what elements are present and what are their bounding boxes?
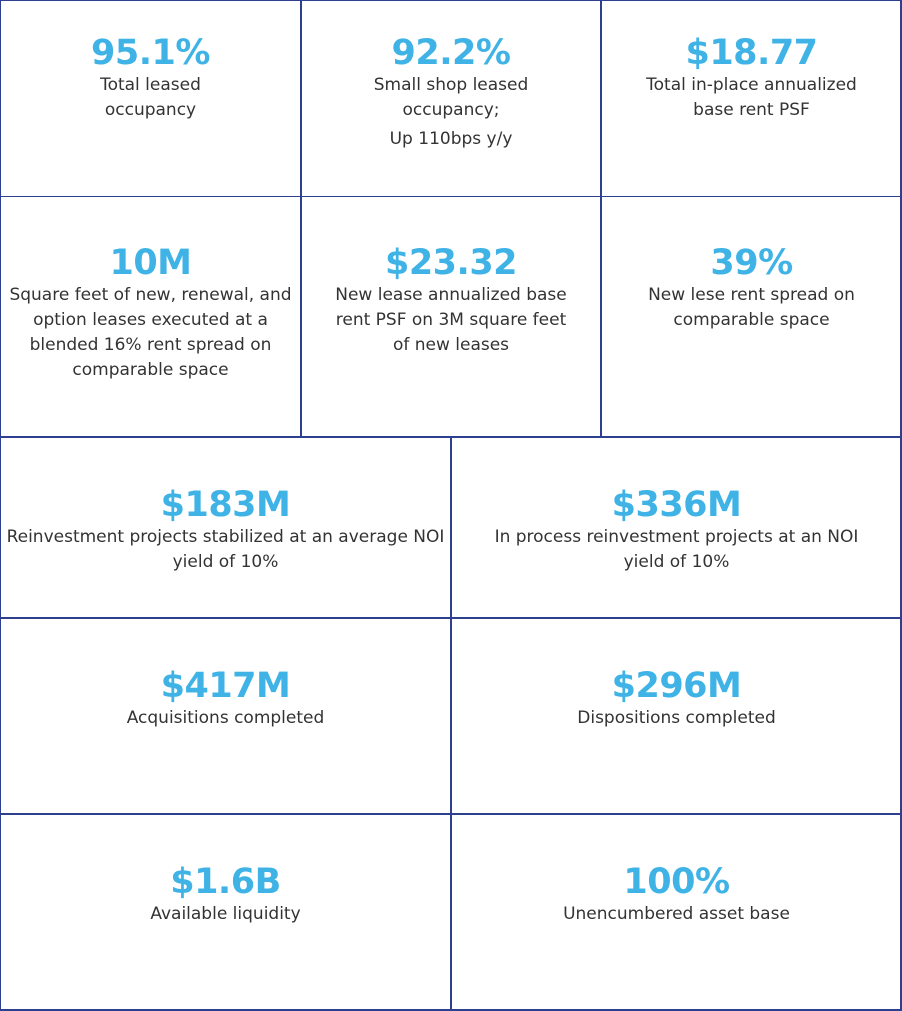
metric-cell-base-rent-psf: $18.77 Total in-place annualized base re… bbox=[601, 0, 902, 196]
metric-value: 39% bbox=[710, 243, 793, 283]
metric-cell-acquisitions: $417M Acquisitions completed bbox=[0, 618, 451, 814]
grid-border-top bbox=[0, 0, 902, 1]
metric-cell-reinvestment-in-process: $336M In process reinvestment projects a… bbox=[451, 437, 902, 618]
metric-value: $417M bbox=[160, 666, 291, 706]
grid-divider-row1 bbox=[0, 196, 902, 197]
metric-label: New lease annualized base rent PSF on 3M… bbox=[335, 285, 567, 355]
metric-label: Dispositions completed bbox=[577, 708, 776, 728]
metric-label: Available liquidity bbox=[150, 904, 301, 924]
metric-value: $336M bbox=[611, 485, 742, 525]
metric-cell-total-leased-occupancy: 95.1% Total leased occupancy bbox=[0, 0, 301, 196]
metric-cell-new-lease-rent-psf: $23.32 New lease annualized base rent PS… bbox=[301, 196, 601, 437]
metric-cell-unencumbered: 100% Unencumbered asset base bbox=[451, 814, 902, 1011]
metric-value: $18.77 bbox=[685, 33, 818, 73]
metric-label: Acquisitions completed bbox=[126, 708, 325, 728]
metric-value: $23.32 bbox=[384, 243, 518, 283]
metric-cell-liquidity: $1.6B Available liquidity bbox=[0, 814, 451, 1011]
metric-value: $183M bbox=[160, 485, 291, 525]
metric-label: Unencumbered asset base bbox=[563, 904, 790, 924]
metric-label: Total leased occupancy bbox=[100, 75, 201, 120]
metric-cell-reinvestment-stabilized: $183M Reinvestment projects stabilized a… bbox=[0, 437, 451, 618]
metric-value: 10M bbox=[109, 243, 192, 283]
metric-label: Total in-place annualized base rent PSF bbox=[646, 75, 857, 120]
metric-cell-new-lease-rent-spread: 39% New lese rent spread on comparable s… bbox=[601, 196, 902, 437]
metric-value: 95.1% bbox=[91, 33, 210, 73]
grid-divider-col-bottom bbox=[450, 437, 452, 1011]
metric-label: New lese rent spread on comparable space bbox=[648, 285, 855, 330]
grid-divider-col1-top bbox=[300, 0, 302, 437]
metric-label: In process reinvestment projects at an N… bbox=[494, 527, 859, 572]
metric-cell-small-shop-leased-occupancy: 92.2% Small shop leased occupancy; Up 11… bbox=[301, 0, 601, 196]
metric-value: 100% bbox=[623, 862, 730, 902]
metric-label: Reinvestment projects stabilized at an a… bbox=[6, 527, 445, 572]
metric-label: Small shop leased occupancy; bbox=[373, 75, 529, 120]
grid-divider-col2-top bbox=[600, 0, 602, 437]
metric-cell-dispositions: $296M Dispositions completed bbox=[451, 618, 902, 814]
metric-sublabel: Up 110bps y/y bbox=[389, 129, 513, 149]
grid-border-left bbox=[0, 0, 1, 1011]
metric-value: 92.2% bbox=[391, 33, 511, 73]
metric-cell-square-feet-leases: 10M Square feet of new, renewal, and opt… bbox=[0, 196, 301, 437]
grid-border-right bbox=[900, 0, 902, 1011]
metric-value: $1.6B bbox=[170, 862, 281, 902]
metric-value: $296M bbox=[611, 666, 742, 706]
metric-label: Square feet of new, renewal, and option … bbox=[9, 285, 292, 380]
